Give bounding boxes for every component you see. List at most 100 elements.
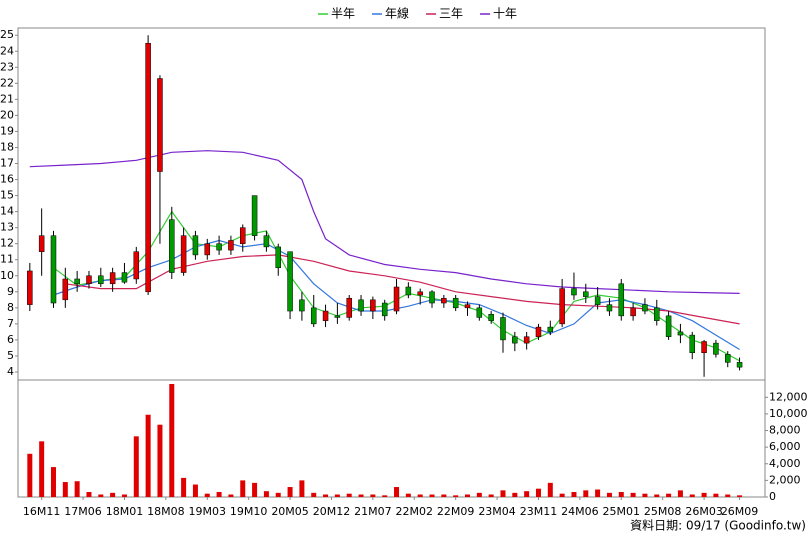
volume-bar <box>133 436 139 497</box>
legend-label: 年線 <box>385 6 409 21</box>
source-note: 資料日期: 09/17 (Goodinfo.tw) <box>630 519 806 533</box>
candle-body <box>441 297 447 304</box>
volume-bar <box>725 494 731 497</box>
candle-body <box>275 246 281 268</box>
candle-body <box>346 297 352 318</box>
volume-bar <box>654 494 660 497</box>
candle-body <box>381 302 388 317</box>
volume-bar <box>535 488 541 497</box>
volume-bar <box>642 493 648 497</box>
x-tick-label: 22M09 <box>437 505 475 518</box>
volume-bar <box>713 493 719 497</box>
candle-body <box>204 243 211 256</box>
volume-bar <box>488 494 494 497</box>
candle-body <box>240 227 246 244</box>
candle-body <box>606 304 613 312</box>
y-tick-label: 13 <box>0 221 14 234</box>
volume-bar <box>204 493 210 497</box>
y-tick-label: 24 <box>0 44 14 57</box>
y-tick-label: 25 <box>0 28 14 41</box>
y-tick-label: 19 <box>0 124 14 137</box>
x-tick-label: 17M06 <box>64 505 102 518</box>
candle-body <box>370 299 376 312</box>
volume-bar <box>583 490 589 497</box>
volume-bar <box>62 482 68 497</box>
y2-tick-label: 12,000 <box>769 390 808 403</box>
volume-bar <box>157 424 163 497</box>
candle-body <box>535 326 542 337</box>
y-tick-label: 23 <box>0 60 14 73</box>
candle-body <box>50 235 57 304</box>
y-tick-label: 17 <box>0 157 14 170</box>
x-tick-label: 23M11 <box>520 505 558 518</box>
candle-body <box>736 362 743 368</box>
volume-bar <box>263 491 269 497</box>
candle-body <box>417 291 423 296</box>
candle-body <box>689 334 696 353</box>
x-tick-label: 22M02 <box>396 505 434 518</box>
x-tick-label: 26M03 <box>685 505 723 518</box>
candle-body <box>500 317 506 341</box>
candle-body <box>145 42 151 293</box>
candle-body <box>192 235 199 256</box>
candle-body <box>86 275 92 285</box>
candle-body <box>299 299 305 312</box>
y-tick-label: 10 <box>0 269 14 282</box>
candle-body <box>310 307 317 325</box>
volume-bar <box>666 493 672 497</box>
candle-body <box>393 286 400 312</box>
volume-bar <box>417 494 423 497</box>
x-tick-label: 18M08 <box>147 505 185 518</box>
candle-body <box>547 326 554 333</box>
y-tick-label: 16 <box>0 173 14 186</box>
y-tick-label: 11 <box>0 253 14 266</box>
x-tick-label: 21M07 <box>354 505 392 518</box>
y-tick-label: 18 <box>0 140 14 153</box>
volume-bar <box>405 493 411 497</box>
candle-body <box>169 219 175 273</box>
plot-frame <box>17 27 766 498</box>
candle-body <box>109 272 116 285</box>
volume-bar <box>441 494 447 497</box>
y2-tick-label: 8,000 <box>769 424 801 437</box>
volume-bar <box>110 492 116 497</box>
candle-body <box>724 354 731 363</box>
volume-bar <box>559 493 565 497</box>
volume-bar <box>323 494 329 497</box>
legend-label: 半年 <box>331 7 355 21</box>
candle-body <box>27 270 33 305</box>
candle-body <box>618 283 625 317</box>
candle-body <box>583 291 589 297</box>
candle-body <box>287 251 293 312</box>
y-tick-label: 4 <box>7 365 14 378</box>
candle-body <box>594 296 601 305</box>
volume-bar <box>571 492 577 497</box>
y-tick-label: 6 <box>7 333 14 346</box>
y-tick-label: 7 <box>7 317 14 330</box>
y-tick-label: 14 <box>0 205 14 218</box>
x-tick-label: 26M09 <box>721 505 759 518</box>
volume-bar <box>465 494 471 497</box>
volume-bar <box>701 492 707 497</box>
x-tick-label: 19M10 <box>230 505 268 518</box>
y-tick-label: 20 <box>0 108 14 121</box>
candle-body <box>654 307 660 321</box>
candle-body <box>476 307 483 318</box>
volume-bar <box>216 492 222 497</box>
y2-tick-label: 10,000 <box>769 407 808 420</box>
volume-bar <box>275 492 281 497</box>
candle-body <box>322 310 329 321</box>
y2-tick-label: 6,000 <box>769 440 801 453</box>
volume-bar <box>169 384 175 497</box>
candle-body <box>38 235 45 252</box>
volume-bar <box>181 477 187 497</box>
candle-body <box>523 336 530 344</box>
volume-bar <box>630 492 636 497</box>
candle-body <box>157 78 163 172</box>
x-tick-label: 25M08 <box>644 505 682 518</box>
volume-bar <box>50 467 56 497</box>
y2-tick-label: 2,000 <box>769 473 801 486</box>
volume-bar <box>192 484 198 497</box>
y2-tick-label: 4,000 <box>769 457 801 470</box>
